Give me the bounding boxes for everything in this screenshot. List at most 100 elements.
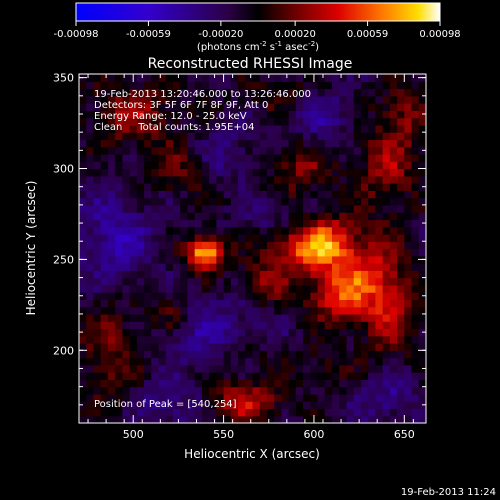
heatmap-cell bbox=[353, 124, 362, 133]
heatmap-cell bbox=[216, 299, 225, 308]
heatmap-cell bbox=[129, 292, 138, 300]
heatmap-cell bbox=[230, 88, 239, 97]
heatmap-cell bbox=[252, 277, 261, 286]
heatmap-cell bbox=[187, 263, 196, 271]
heatmap-cell bbox=[411, 197, 420, 206]
heatmap-cell bbox=[187, 88, 196, 97]
heatmap-cell bbox=[223, 248, 232, 257]
heatmap-cell bbox=[136, 241, 145, 250]
heatmap-cell bbox=[368, 343, 376, 351]
heatmap-cell bbox=[389, 146, 398, 155]
heatmap-cell bbox=[107, 379, 116, 388]
heatmap-cell bbox=[122, 270, 131, 279]
heatmap-cell bbox=[252, 197, 261, 206]
heatmap-cell bbox=[194, 153, 203, 162]
heatmap-cell bbox=[346, 386, 355, 395]
heatmap-cell bbox=[172, 299, 181, 308]
heatmap-cell bbox=[194, 204, 203, 213]
heatmap-cell bbox=[252, 74, 261, 82]
heatmap-cell bbox=[346, 364, 355, 373]
heatmap-cell bbox=[230, 219, 239, 228]
heatmap-cell bbox=[245, 255, 254, 264]
heatmap-cell bbox=[79, 343, 87, 351]
heatmap-cell bbox=[266, 401, 275, 410]
heatmap-cell bbox=[252, 241, 261, 250]
heatmap-cell bbox=[216, 190, 225, 199]
heatmap-cell bbox=[245, 132, 254, 141]
heatmap-cell bbox=[93, 408, 102, 417]
heatmap-cell bbox=[295, 343, 304, 351]
heatmap-cell bbox=[411, 255, 420, 264]
heatmap-cell bbox=[353, 335, 362, 344]
heatmap-cell bbox=[339, 197, 348, 206]
heatmap-cell bbox=[411, 161, 420, 170]
heatmap-cell bbox=[151, 103, 160, 111]
heatmap-cell bbox=[230, 103, 239, 111]
heatmap-cell bbox=[411, 321, 420, 330]
heatmap-cell bbox=[165, 277, 174, 286]
heatmap-cell bbox=[136, 372, 145, 380]
heatmap-cell bbox=[100, 343, 109, 351]
heatmap-cell bbox=[100, 219, 109, 228]
heatmap-cell bbox=[332, 226, 340, 235]
heatmap-cell bbox=[158, 357, 167, 366]
heatmap-cell bbox=[397, 277, 405, 286]
heatmap-cell bbox=[93, 313, 102, 322]
heatmap-cell bbox=[274, 233, 283, 242]
heatmap-cell bbox=[129, 248, 138, 257]
heatmap-cell bbox=[281, 401, 290, 410]
heatmap-cell bbox=[353, 292, 362, 300]
heatmap-cell bbox=[339, 350, 348, 359]
heatmap-cell bbox=[158, 74, 167, 82]
heatmap-cell bbox=[389, 335, 398, 344]
heatmap-cell bbox=[310, 124, 319, 133]
heatmap-cell bbox=[158, 343, 167, 351]
heatmap-cell bbox=[230, 284, 239, 293]
heatmap-cell bbox=[107, 263, 116, 271]
heatmap-cell bbox=[144, 401, 152, 410]
heatmap-cell bbox=[172, 197, 181, 206]
heatmap-cell bbox=[122, 343, 131, 351]
heatmap-cell bbox=[122, 292, 131, 300]
heatmap-cell bbox=[332, 103, 340, 111]
heatmap-cell bbox=[281, 328, 290, 337]
heatmap-cell bbox=[266, 226, 275, 235]
heatmap-cell bbox=[165, 241, 174, 250]
heatmap-cell bbox=[209, 292, 217, 300]
heatmap-cell bbox=[397, 117, 405, 126]
heatmap-cell bbox=[353, 146, 362, 155]
heatmap-cell bbox=[201, 95, 210, 104]
heatmap-cell bbox=[375, 313, 384, 322]
heatmap-cell bbox=[303, 168, 311, 177]
heatmap-cell bbox=[310, 241, 319, 250]
heatmap-cell bbox=[172, 255, 181, 264]
heatmap-cell bbox=[180, 415, 189, 423]
heatmap-cell bbox=[404, 81, 413, 90]
heatmap-cell bbox=[346, 103, 355, 111]
heatmap-cell bbox=[397, 146, 405, 155]
heatmap-cell bbox=[223, 132, 232, 141]
heatmap-cell bbox=[245, 175, 254, 184]
heatmap-cell bbox=[368, 197, 376, 206]
heatmap-cell bbox=[86, 132, 95, 141]
heatmap-cell bbox=[339, 255, 348, 264]
heatmap-cell bbox=[375, 364, 384, 373]
heatmap-cell bbox=[209, 393, 217, 402]
heatmap-cell bbox=[158, 415, 167, 423]
heatmap-cell bbox=[389, 255, 398, 264]
heatmap-cell bbox=[332, 321, 340, 330]
heatmap-cell bbox=[187, 277, 196, 286]
heatmap-cell bbox=[332, 335, 340, 344]
heatmap-cell bbox=[360, 74, 369, 82]
heatmap-cell bbox=[281, 386, 290, 395]
heatmap-cell bbox=[317, 139, 326, 148]
heatmap-cell bbox=[100, 153, 109, 162]
heatmap-cell bbox=[411, 74, 420, 82]
heatmap-cell bbox=[324, 168, 333, 177]
heatmap-cell bbox=[404, 190, 413, 199]
heatmap-cell bbox=[375, 277, 384, 286]
heatmap-cell bbox=[303, 212, 311, 221]
heatmap-cell bbox=[339, 161, 348, 170]
heatmap-cell bbox=[122, 248, 131, 257]
heatmap-cell bbox=[107, 219, 116, 228]
